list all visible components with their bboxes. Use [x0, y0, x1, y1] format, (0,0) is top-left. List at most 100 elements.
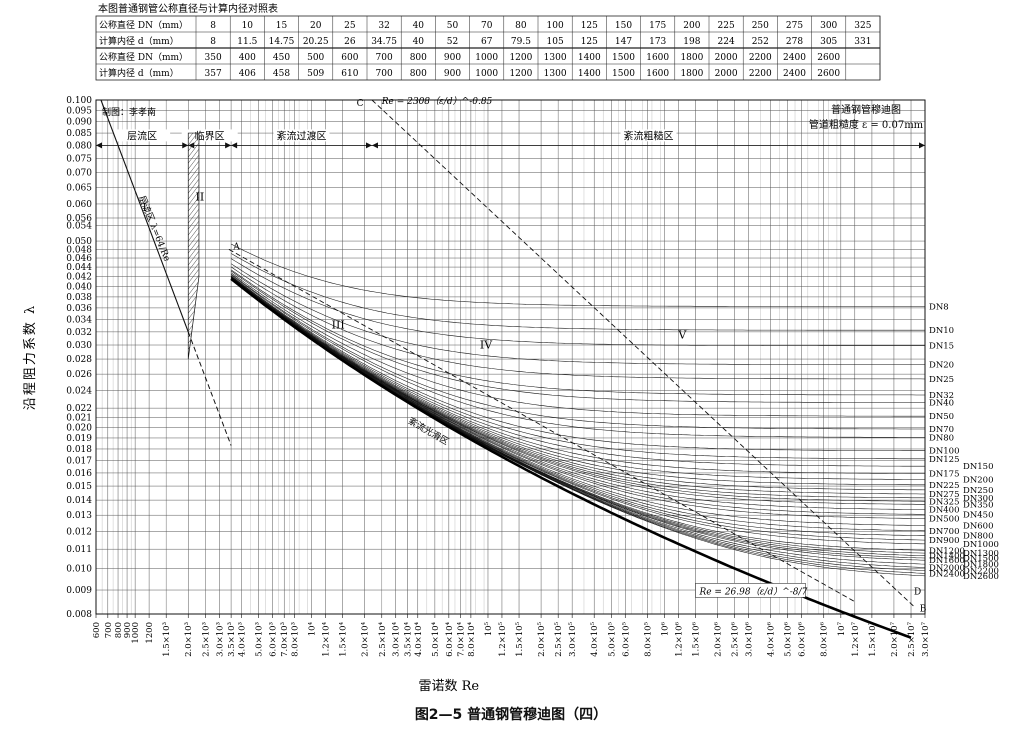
series-label: DN1200 — [929, 546, 965, 556]
point-label-c: C — [357, 99, 364, 109]
x-tick-label: 3.0×10⁵ — [568, 621, 578, 656]
series-line-dn70 — [230, 273, 925, 430]
table-row-label: 计算内径 d（mm） — [99, 35, 179, 47]
x-tick-label: 1.5×10⁵ — [515, 621, 525, 656]
series-label: DN70 — [929, 425, 954, 435]
x-tick-label: 2.5×10³ — [201, 622, 211, 657]
zone-label-bg — [181, 129, 238, 142]
table-cell: 2400 — [783, 69, 806, 79]
x-tick-label: 2.5×10⁷ — [907, 621, 917, 656]
y-tick-label: 0.021 — [66, 414, 92, 424]
series-line-dn150 — [230, 276, 925, 467]
y-tick-label: 0.048 — [66, 245, 92, 255]
y-tick-label: 0.040 — [66, 282, 92, 292]
table-cell: 900 — [444, 69, 461, 79]
x-tick-label: 3.5×10³ — [227, 622, 237, 657]
y-tick-label: 0.095 — [66, 106, 92, 116]
table-cell: 1800 — [680, 53, 703, 63]
x-tick-label: 1.2×10⁵ — [498, 621, 508, 656]
table-cell: 252 — [752, 37, 769, 47]
y-tick-label: 0.085 — [66, 129, 92, 139]
series-label: DN8 — [929, 303, 949, 313]
x-tick-label: 1200 — [145, 622, 155, 644]
series-label: DN350 — [963, 500, 993, 510]
x-tick-label: 2.5×10⁴ — [378, 621, 388, 656]
x-tick-label: 1000 — [131, 622, 141, 644]
table-cell: 331 — [854, 37, 871, 47]
table-cell: 14.75 — [269, 37, 295, 47]
zone-arrow-right — [225, 142, 232, 149]
zone-arrow-left — [371, 142, 378, 149]
table-cell: 26 — [344, 37, 356, 47]
x-tick-label: 4.0×10⁴ — [414, 621, 424, 656]
x-tick-label: 1.5×10³ — [162, 622, 172, 657]
y-tick-label: 0.020 — [66, 424, 92, 434]
table-cell: 450 — [273, 53, 290, 63]
curve-b-box — [695, 583, 806, 598]
series-label: DN2400 — [929, 569, 965, 579]
y-tick-label: 0.070 — [66, 169, 92, 179]
y-tick-label: 0.012 — [66, 527, 92, 537]
x-tick-label: 10⁵ — [484, 621, 494, 636]
series-line-dn25 — [230, 266, 926, 380]
zone-label-bg — [273, 129, 330, 142]
series-label: DN600 — [963, 522, 993, 532]
y-tick-label: 0.060 — [66, 200, 92, 210]
series-label: DN2600 — [963, 572, 999, 582]
series-line-dn8 — [230, 243, 925, 307]
series-label: DN1000 — [963, 540, 999, 550]
table-row-label: 公称直径 DN（mm） — [99, 19, 188, 31]
figure-caption: 图2—5 普通钢管穆迪图（四） — [414, 707, 608, 723]
x-tick-label: 3.0×10³ — [215, 622, 225, 657]
region-label: II — [196, 191, 205, 204]
series-label: DN325 — [929, 497, 959, 507]
x-tick-label: 1.2×10⁷ — [851, 621, 861, 656]
y-tick-label: 0.034 — [66, 316, 92, 326]
x-tick-label: 700 — [104, 622, 114, 638]
y-tick-label: 0.050 — [66, 237, 92, 247]
table-cell: 150 — [615, 21, 632, 31]
series-label: DN1500 — [963, 554, 999, 564]
y-tick-label: 0.014 — [66, 496, 92, 506]
series-label: DN20 — [929, 361, 954, 371]
table-cell: 100 — [547, 21, 564, 31]
series-label: DN800 — [963, 532, 993, 542]
series-line-dn80 — [230, 274, 925, 438]
x-tick-label: 6.0×10⁴ — [445, 621, 455, 656]
series-label: DN10 — [929, 326, 954, 336]
y-tick-label: 0.017 — [66, 457, 92, 467]
y-tick-label: 0.024 — [66, 386, 92, 396]
table-cell: 34.75 — [371, 37, 397, 47]
x-tick-label: 900 — [123, 622, 133, 638]
table-cell: 224 — [718, 37, 735, 47]
table-cell: 1600 — [646, 69, 669, 79]
x-tick-label: 2.0×10⁵ — [537, 621, 547, 656]
table-cell: 458 — [273, 69, 290, 79]
series-line-dn10 — [230, 253, 925, 331]
y-tick-label: 0.046 — [66, 254, 92, 264]
x-tick-label: 6.0×10⁶ — [798, 621, 808, 656]
zone-label: 紊流过渡区 — [277, 129, 327, 142]
x-tick-label: 2.5×10⁵ — [554, 621, 564, 656]
y-tick-label: 0.065 — [66, 184, 92, 194]
table-cell: 800 — [410, 69, 427, 79]
series-label: DN275 — [929, 490, 959, 500]
y-tick-label: 0.090 — [66, 117, 92, 127]
point-label-d: D — [914, 588, 921, 598]
x-tick-label: 8.0×10⁴ — [467, 621, 477, 656]
series-line-dn225 — [230, 277, 925, 486]
series-label: DN1600 — [929, 556, 965, 566]
series-label: DN175 — [929, 470, 959, 480]
table-cell: 1200 — [509, 53, 532, 63]
table-cell: 2000 — [715, 53, 738, 63]
x-tick-label: 5.0×10³ — [254, 622, 264, 657]
table-cell: 1200 — [509, 69, 532, 79]
series-label: DN100 — [929, 447, 959, 457]
series-label: DN700 — [929, 527, 959, 537]
zone-label: 层流区 — [127, 129, 157, 142]
y-tick-label: 0.054 — [66, 221, 92, 231]
series-label: DN25 — [929, 375, 954, 385]
table-cell: 198 — [683, 37, 700, 47]
x-tick-label: 2.5×10⁶ — [731, 621, 741, 656]
series-label: DN450 — [963, 510, 993, 520]
